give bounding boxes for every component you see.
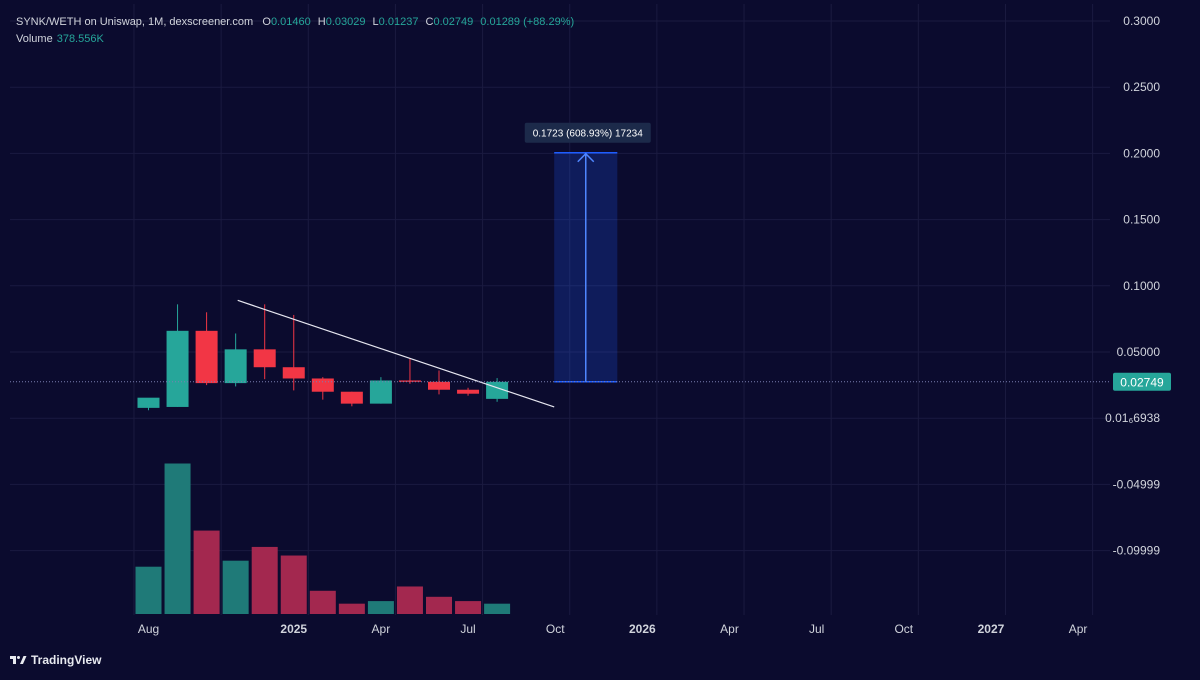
price-axis-label: -0.09999 bbox=[1113, 544, 1161, 558]
volume-value: 378.556K bbox=[56, 33, 104, 45]
time-axis-label: Aug bbox=[138, 622, 159, 636]
price-axis-label: 0.1000 bbox=[1123, 279, 1160, 293]
measure-label-box bbox=[524, 122, 651, 143]
time-axis-label: 2026 bbox=[629, 622, 656, 636]
low-value: 0.01237 bbox=[378, 16, 419, 28]
high-label: H bbox=[317, 16, 326, 28]
volume-bar bbox=[426, 596, 452, 614]
change-value: 0.01289 (+88.29%) bbox=[480, 16, 575, 28]
high-value: 0.03029 bbox=[325, 16, 366, 28]
time-axis-label: Oct bbox=[894, 622, 913, 636]
candle-body[interactable] bbox=[253, 349, 276, 368]
measure-arrow-icon bbox=[577, 152, 595, 163]
time-axis-label: 2025 bbox=[280, 622, 307, 636]
candle-body[interactable] bbox=[340, 391, 363, 404]
candle-body[interactable] bbox=[282, 367, 305, 379]
volume-row: Volume 378.556K bbox=[16, 31, 578, 48]
current-price-tag: 0.02749 bbox=[1113, 372, 1171, 391]
price-axis-label: 0.1500 bbox=[1123, 213, 1160, 227]
volume-bar bbox=[367, 601, 394, 614]
price-axis-label: 0.2500 bbox=[1123, 80, 1160, 94]
volume-bar bbox=[309, 590, 336, 614]
trendline-drawing[interactable] bbox=[237, 299, 555, 408]
time-axis-label: 2027 bbox=[978, 622, 1005, 636]
volume-bar bbox=[484, 603, 511, 614]
symbol-title[interactable]: SYNK/WETH on Uniswap, 1M, dexscreener.co… bbox=[16, 16, 254, 28]
current-price-label: 0.02749 bbox=[1120, 375, 1164, 389]
symbol-row: SYNK/WETH on Uniswap, 1M, dexscreener.co… bbox=[16, 14, 578, 31]
candle-body[interactable] bbox=[369, 380, 392, 404]
time-axis-label: Jul bbox=[460, 622, 475, 636]
candle-body[interactable] bbox=[137, 397, 160, 408]
tradingview-logo-icon bbox=[10, 656, 27, 664]
time-axis-label: Oct bbox=[546, 622, 565, 636]
time-axis-label: Jul bbox=[809, 622, 824, 636]
volume-bar bbox=[338, 603, 365, 614]
candle-body[interactable] bbox=[224, 349, 247, 384]
price-axis-label: 0.01₆6938 bbox=[1105, 411, 1160, 425]
close-label: C bbox=[425, 16, 434, 28]
measure-label: 0.1723 (608.93%) 17234 bbox=[533, 129, 644, 140]
volume-bar bbox=[193, 530, 220, 614]
grid bbox=[10, 4, 1110, 615]
price-axis-label: 0.05000 bbox=[1117, 345, 1161, 359]
candle-body[interactable] bbox=[311, 378, 334, 392]
candle-body[interactable] bbox=[457, 389, 480, 394]
volume-bar bbox=[396, 586, 423, 614]
price-axis-label: 0.3000 bbox=[1123, 14, 1160, 28]
time-axis-label: Apr bbox=[372, 622, 391, 636]
time-axis-label: Apr bbox=[1069, 622, 1088, 636]
brand-name: TradingView bbox=[31, 653, 102, 667]
candle-body[interactable] bbox=[428, 381, 450, 390]
volume-bar bbox=[251, 546, 278, 614]
open-label: O bbox=[262, 16, 271, 28]
close-value: 0.02749 bbox=[433, 16, 474, 28]
trendline[interactable] bbox=[237, 299, 555, 408]
price-axis[interactable]: 0.3000 0.2500 0.2000 0.1500 0.1000 0.05000 0.0… bbox=[1105, 14, 1171, 558]
price-axis-label: 0.2000 bbox=[1123, 146, 1160, 160]
volume-bar bbox=[455, 601, 482, 614]
time-axis-label: Apr bbox=[720, 622, 739, 636]
candlesticks[interactable] bbox=[137, 304, 509, 411]
candle-body[interactable] bbox=[195, 330, 218, 384]
tradingview-brand[interactable]: TradingView bbox=[9, 652, 101, 668]
price-axis-label: -0.04999 bbox=[1113, 477, 1161, 491]
volume-bar bbox=[222, 560, 249, 614]
volume-label[interactable]: Volume bbox=[16, 33, 53, 45]
current-price-tag-bg bbox=[1113, 372, 1171, 391]
measure-tool[interactable]: 0.1723 (608.93%) 17234 bbox=[524, 122, 651, 383]
chart-legend: SYNK/WETH on Uniswap, 1M, dexscreener.co… bbox=[16, 14, 578, 48]
low-label: L bbox=[372, 16, 379, 28]
volume-bars bbox=[135, 463, 511, 614]
candle-body[interactable] bbox=[166, 330, 189, 407]
volume-bar bbox=[135, 566, 162, 614]
open-value: 0.01460 bbox=[270, 16, 311, 28]
candle-body[interactable] bbox=[398, 380, 421, 382]
volume-bar bbox=[280, 555, 307, 614]
time-axis[interactable]: Aug 2025 Apr Jul Oct 2026 Apr Jul Oct 2027 Apr bbox=[138, 622, 1088, 636]
volume-bar bbox=[164, 463, 191, 614]
